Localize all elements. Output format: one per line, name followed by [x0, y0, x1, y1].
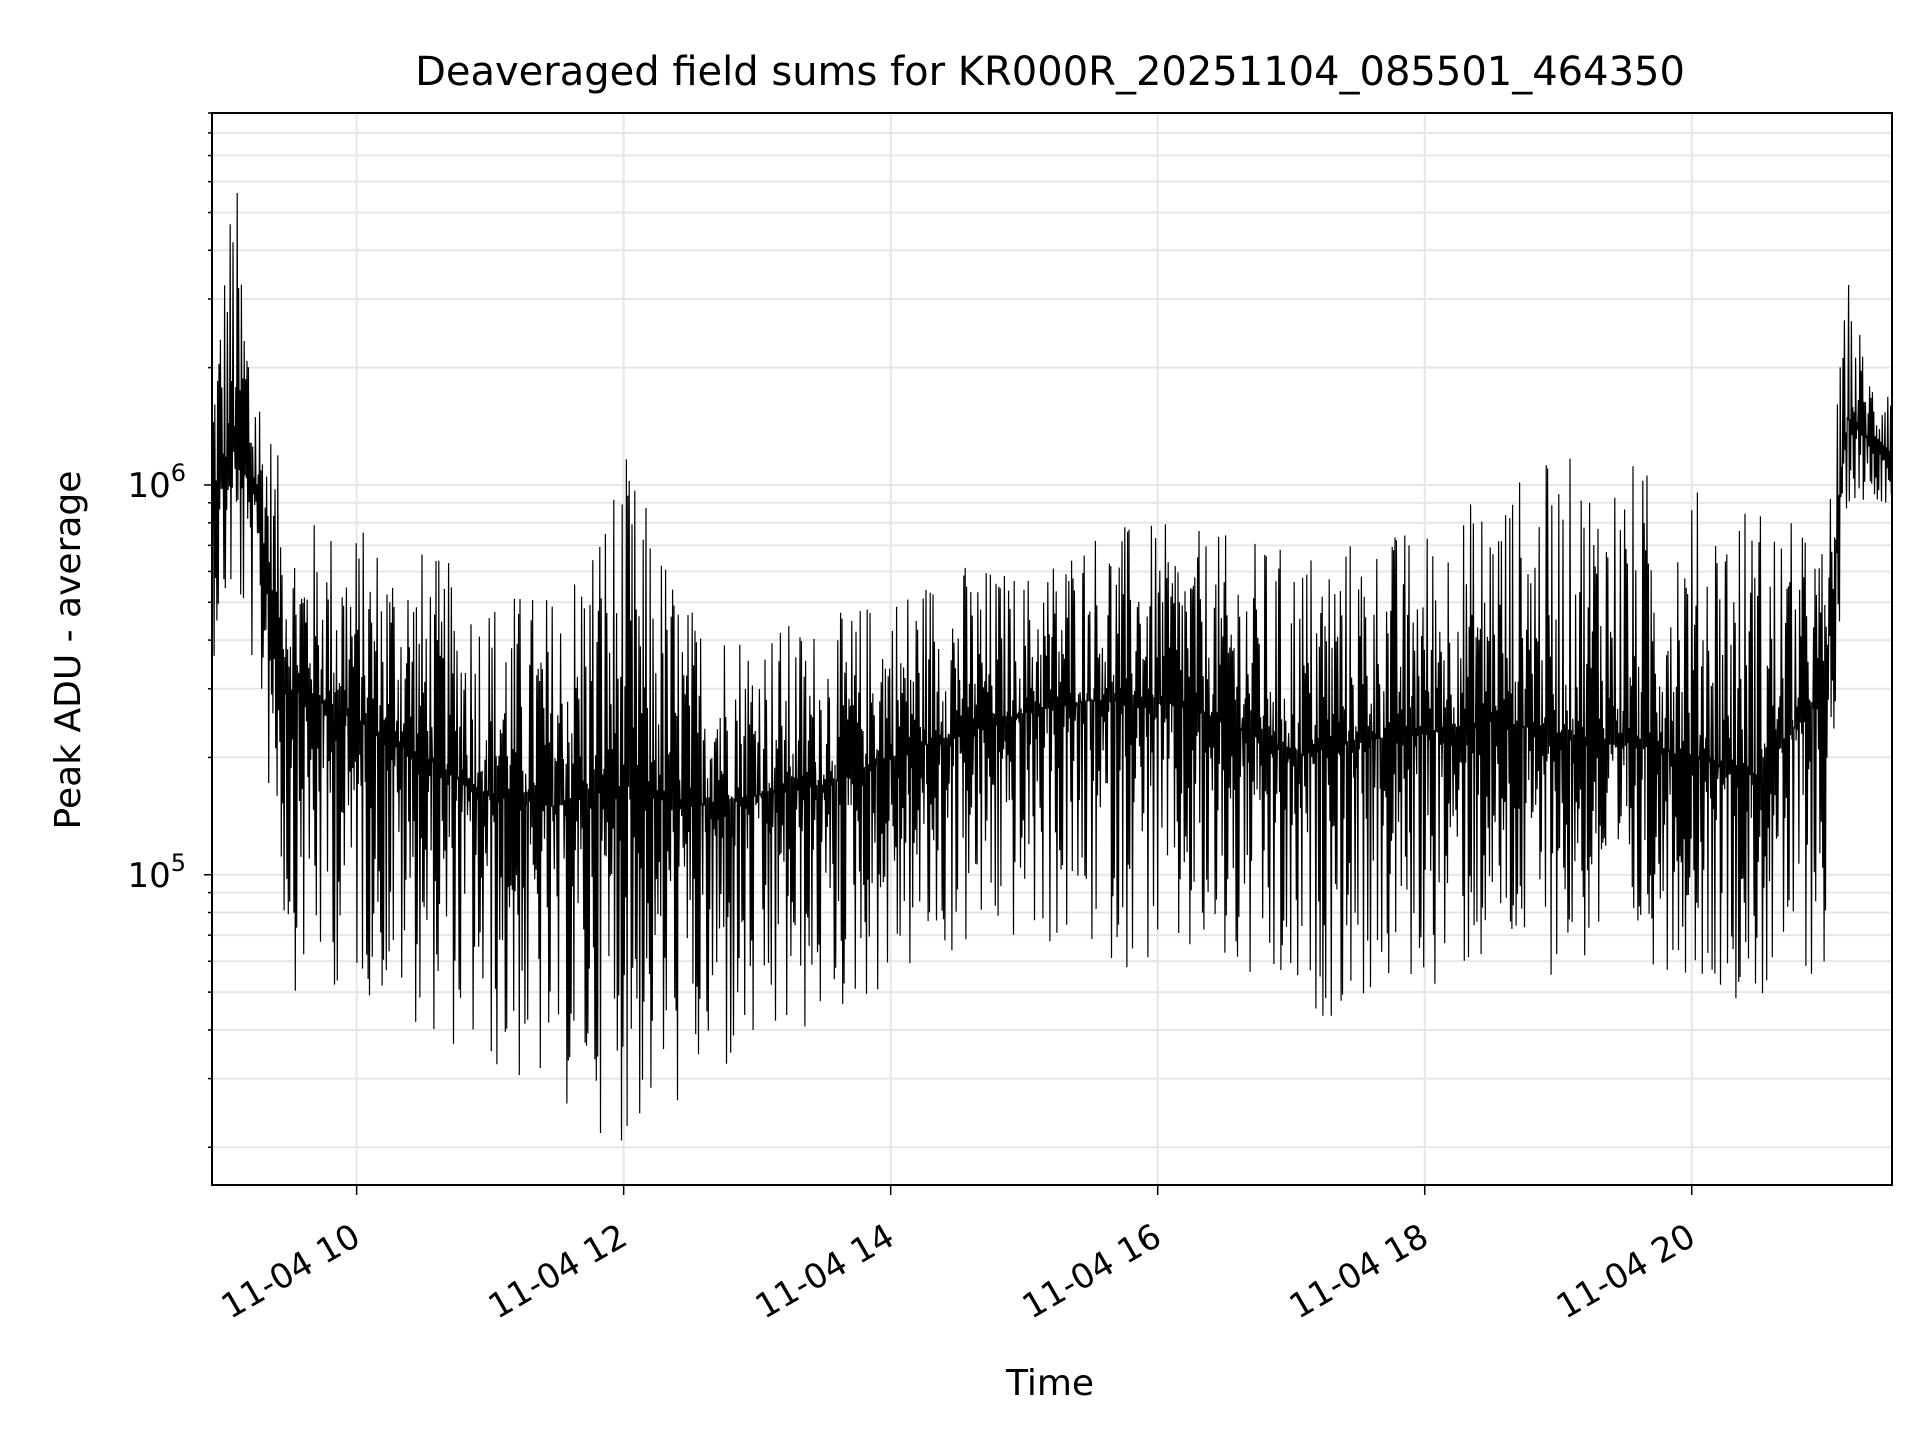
x-axis-label: Time — [1005, 1363, 1094, 1404]
plot-frame — [211, 112, 1893, 1186]
series-line — [211, 192, 1893, 1141]
y-axis-label: Peak ADU - average — [48, 471, 89, 830]
y-tick-exponent: 6 — [171, 459, 186, 487]
chart-title: Deaveraged field sums for KR000R_2025110… — [415, 49, 1685, 95]
series-trace — [211, 192, 1893, 1141]
y-tick-exponent: 5 — [171, 849, 186, 877]
